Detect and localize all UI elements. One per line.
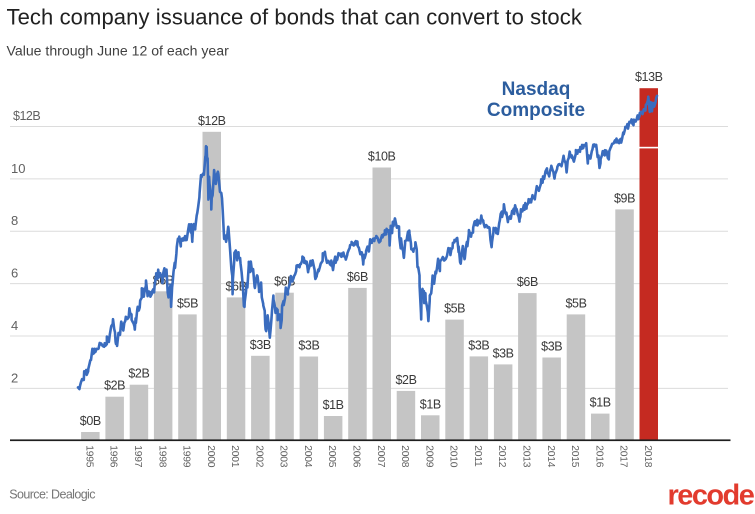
svg-text:1998: 1998 — [156, 445, 167, 468]
svg-text:10: 10 — [11, 161, 25, 176]
svg-text:$10B: $10B — [368, 150, 396, 164]
svg-text:$1B: $1B — [323, 398, 344, 412]
svg-text:2014: 2014 — [545, 445, 556, 468]
svg-text:$12B: $12B — [198, 114, 226, 128]
svg-text:$2B: $2B — [395, 373, 416, 387]
svg-text:$2B: $2B — [128, 367, 149, 381]
svg-text:2009: 2009 — [423, 445, 434, 468]
svg-text:2016: 2016 — [593, 445, 604, 468]
svg-text:Tech company issuance of bonds: Tech company issuance of bonds that can … — [7, 5, 583, 30]
svg-text:2012: 2012 — [496, 445, 507, 468]
svg-text:$3B: $3B — [250, 338, 271, 352]
svg-text:$12B: $12B — [13, 109, 40, 123]
svg-text:1999: 1999 — [181, 445, 192, 468]
svg-text:4: 4 — [11, 318, 18, 333]
svg-text:2015: 2015 — [569, 445, 580, 468]
svg-text:2005: 2005 — [326, 445, 337, 468]
svg-text:2000: 2000 — [205, 445, 216, 468]
svg-text:8: 8 — [11, 213, 18, 228]
svg-text:2008: 2008 — [399, 445, 410, 468]
svg-text:2013: 2013 — [521, 445, 532, 468]
svg-text:2004: 2004 — [302, 445, 313, 468]
svg-text:2: 2 — [11, 370, 18, 385]
svg-text:2018: 2018 — [642, 445, 653, 468]
svg-text:Nasdaq: Nasdaq — [502, 79, 571, 100]
svg-text:2017: 2017 — [618, 445, 629, 468]
svg-text:Composite: Composite — [487, 100, 585, 121]
svg-text:2011: 2011 — [472, 445, 483, 467]
svg-text:$3B: $3B — [493, 346, 514, 360]
svg-text:2007: 2007 — [375, 445, 386, 468]
svg-text:1995: 1995 — [83, 445, 94, 468]
svg-text:6: 6 — [11, 266, 18, 281]
svg-text:2006: 2006 — [351, 445, 362, 468]
svg-text:$3B: $3B — [541, 340, 562, 354]
svg-text:$13B: $13B — [635, 70, 663, 84]
svg-text:2010: 2010 — [448, 445, 459, 468]
svg-text:$3B: $3B — [298, 339, 319, 353]
svg-text:$9B: $9B — [614, 191, 635, 205]
svg-text:$1B: $1B — [420, 397, 441, 411]
svg-text:2002: 2002 — [253, 445, 264, 468]
svg-text:recode: recode — [668, 479, 755, 511]
svg-text:2001: 2001 — [229, 445, 240, 468]
svg-text:$6B: $6B — [517, 275, 538, 289]
svg-text:1996: 1996 — [108, 445, 119, 468]
svg-text:$5B: $5B — [444, 302, 465, 316]
svg-text:$1B: $1B — [590, 396, 611, 410]
svg-text:$3B: $3B — [468, 338, 489, 352]
svg-text:$0B: $0B — [80, 414, 101, 428]
svg-text:2003: 2003 — [278, 445, 289, 468]
svg-text:Source: Dealogic: Source: Dealogic — [9, 488, 95, 502]
svg-text:$5B: $5B — [177, 296, 198, 310]
svg-text:$2B: $2B — [104, 379, 125, 393]
svg-text:$6B: $6B — [347, 270, 368, 284]
svg-text:$5B: $5B — [565, 296, 586, 310]
svg-text:1997: 1997 — [132, 445, 143, 468]
svg-text:Value through June 12 of each: Value through June 12 of each year — [7, 43, 230, 59]
